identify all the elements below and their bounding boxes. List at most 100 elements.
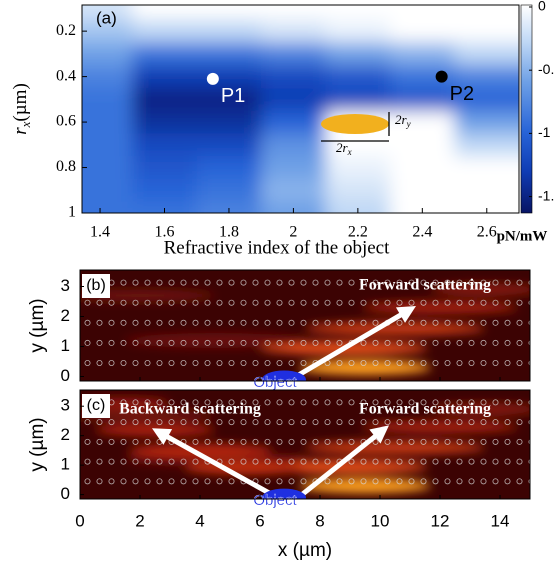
rod bbox=[384, 438, 391, 445]
rod bbox=[480, 359, 487, 366]
rod bbox=[252, 359, 259, 366]
rod bbox=[432, 458, 439, 465]
rod bbox=[120, 299, 127, 306]
rod bbox=[444, 359, 451, 366]
rod bbox=[192, 279, 199, 286]
rod bbox=[468, 399, 475, 406]
heatmap-cell bbox=[261, 87, 327, 112]
rod bbox=[516, 458, 523, 465]
heatmap-cell bbox=[325, 156, 392, 180]
heatmap-cell bbox=[261, 5, 327, 21]
y-tick-label: 1 bbox=[68, 204, 76, 221]
rod bbox=[192, 339, 199, 346]
rod bbox=[276, 279, 283, 286]
heatmap-cell bbox=[82, 156, 134, 180]
rod bbox=[384, 359, 391, 366]
plot-frame bbox=[79, 269, 531, 382]
rod bbox=[420, 359, 427, 366]
colorbar-label: pN/mW bbox=[497, 228, 548, 244]
rod bbox=[216, 478, 223, 485]
heatmap-cell bbox=[132, 5, 198, 21]
rod bbox=[372, 319, 379, 326]
rod bbox=[300, 438, 307, 445]
rod bbox=[264, 279, 271, 286]
rod bbox=[372, 299, 379, 306]
rod bbox=[132, 299, 139, 306]
heatmap-cell bbox=[82, 110, 134, 135]
rod bbox=[492, 339, 499, 346]
rod bbox=[168, 279, 175, 286]
rod bbox=[84, 478, 91, 485]
rod bbox=[132, 478, 139, 485]
rod bbox=[228, 458, 235, 465]
rod bbox=[216, 419, 223, 426]
rod bbox=[108, 299, 115, 306]
rod bbox=[300, 299, 307, 306]
rod bbox=[360, 339, 367, 346]
y-axis-label: y (µm) bbox=[27, 417, 48, 471]
rod bbox=[420, 399, 427, 406]
arrow-head bbox=[369, 425, 389, 444]
rod bbox=[348, 419, 355, 426]
rod bbox=[528, 280, 530, 286]
x-tick-label: 10 bbox=[371, 511, 390, 530]
rod bbox=[300, 458, 307, 465]
rod bbox=[420, 339, 427, 346]
heatmap-cell bbox=[454, 42, 519, 67]
rod bbox=[444, 299, 451, 306]
rod bbox=[528, 458, 530, 465]
rod bbox=[216, 319, 223, 326]
rod bbox=[432, 279, 439, 286]
rod bbox=[276, 478, 283, 485]
rod bbox=[156, 339, 163, 346]
rod bbox=[312, 438, 319, 445]
heatmap-cell bbox=[454, 201, 519, 213]
rod bbox=[84, 319, 91, 326]
y-tick-label: 0.2 bbox=[56, 22, 76, 39]
rod bbox=[504, 399, 511, 406]
rod bbox=[312, 279, 319, 286]
rod bbox=[252, 438, 259, 445]
rod bbox=[156, 458, 163, 465]
annotation: Forward scattering bbox=[359, 401, 491, 418]
rod bbox=[240, 419, 247, 426]
y-axis-label-sub: x bbox=[18, 121, 33, 128]
rod bbox=[348, 478, 355, 485]
rod bbox=[420, 438, 427, 445]
annotation: Backward scattering bbox=[119, 401, 261, 418]
rod bbox=[252, 399, 259, 406]
rod bbox=[516, 359, 523, 366]
rod bbox=[132, 339, 139, 346]
rod bbox=[180, 359, 187, 366]
intensity-blob bbox=[80, 409, 215, 422]
rod bbox=[156, 359, 163, 366]
intensity-blob bbox=[299, 360, 431, 375]
rod bbox=[348, 319, 355, 326]
rod bbox=[132, 359, 139, 366]
rod bbox=[324, 319, 331, 326]
rod bbox=[444, 438, 451, 445]
rod bbox=[192, 419, 199, 426]
rod bbox=[420, 458, 427, 465]
rod bbox=[108, 478, 115, 485]
rod bbox=[504, 478, 511, 485]
rod bbox=[348, 458, 355, 465]
rod bbox=[480, 458, 487, 465]
rod bbox=[216, 399, 223, 406]
rod bbox=[396, 339, 403, 346]
rod bbox=[192, 478, 199, 485]
rod bbox=[324, 299, 331, 306]
y-tick-label: 0.8 bbox=[56, 158, 76, 175]
rod bbox=[468, 279, 475, 286]
heatmap-cell bbox=[82, 201, 134, 213]
rod bbox=[384, 478, 391, 485]
heatmap-cell bbox=[132, 42, 198, 67]
colorbar-tick-label: -1.5 bbox=[538, 187, 554, 203]
rod bbox=[468, 419, 475, 426]
rod bbox=[528, 360, 530, 366]
y-tick-label: 1 bbox=[61, 455, 70, 474]
rod bbox=[252, 279, 259, 286]
rod bbox=[504, 438, 511, 445]
heatmap-cell bbox=[390, 201, 456, 213]
heatmap-cell bbox=[82, 178, 134, 203]
